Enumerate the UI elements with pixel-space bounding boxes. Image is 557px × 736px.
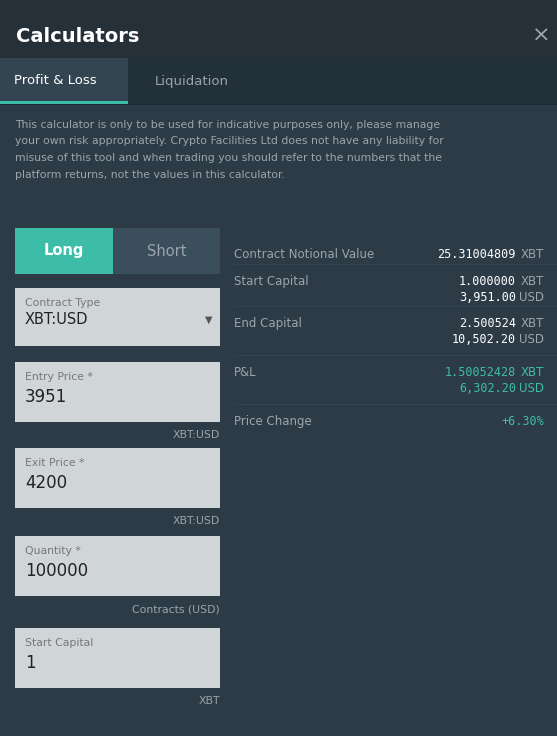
Bar xyxy=(0,58,128,104)
Text: your own risk appropriately. Crypto Facilities Ltd does not have any liability f: your own risk appropriately. Crypto Faci… xyxy=(15,136,444,146)
Text: 10,502.20: 10,502.20 xyxy=(452,333,516,346)
Bar xyxy=(234,355,557,356)
Bar xyxy=(0,104,557,105)
Bar xyxy=(0,101,128,104)
Text: platform returns, not the values in this calculator.: platform returns, not the values in this… xyxy=(15,169,285,180)
Bar xyxy=(234,306,557,307)
Text: 3951: 3951 xyxy=(25,388,67,406)
Text: XBT: XBT xyxy=(198,696,220,706)
Bar xyxy=(234,264,557,265)
Text: XBT:USD: XBT:USD xyxy=(173,430,220,440)
Text: +6.30%: +6.30% xyxy=(501,415,544,428)
Text: XBT: XBT xyxy=(521,366,544,379)
Text: Start Capital: Start Capital xyxy=(25,638,93,648)
Bar xyxy=(0,58,557,104)
Text: Start Capital: Start Capital xyxy=(234,275,309,288)
Text: USD: USD xyxy=(519,333,544,346)
Text: ×: × xyxy=(532,26,550,46)
Text: 1: 1 xyxy=(25,654,36,672)
Text: XBT: XBT xyxy=(521,275,544,288)
Bar xyxy=(15,536,220,596)
Text: Liquidation: Liquidation xyxy=(155,74,229,88)
Text: 100000: 100000 xyxy=(25,562,88,580)
Text: USD: USD xyxy=(519,382,544,395)
Text: Contracts (USD): Contracts (USD) xyxy=(132,604,220,614)
Text: 6,302.20: 6,302.20 xyxy=(459,382,516,395)
Text: USD: USD xyxy=(519,291,544,304)
Bar xyxy=(15,448,220,508)
Text: Short: Short xyxy=(147,244,187,258)
Text: Profit & Loss: Profit & Loss xyxy=(14,74,96,88)
Text: Calculators: Calculators xyxy=(16,26,139,46)
Bar xyxy=(15,228,220,274)
Bar xyxy=(15,362,220,422)
Text: 25.31004809: 25.31004809 xyxy=(438,248,516,261)
Text: XBT: XBT xyxy=(521,317,544,330)
Bar xyxy=(234,404,557,405)
Text: Exit Price *: Exit Price * xyxy=(25,458,85,468)
Text: ▼: ▼ xyxy=(204,315,212,325)
Text: End Capital: End Capital xyxy=(234,317,302,330)
Text: misuse of this tool and when trading you should refer to the numbers that the: misuse of this tool and when trading you… xyxy=(15,153,442,163)
Text: XBT: XBT xyxy=(521,248,544,261)
Text: 4200: 4200 xyxy=(25,474,67,492)
Text: Long: Long xyxy=(44,244,84,258)
Text: 1.000000: 1.000000 xyxy=(459,275,516,288)
Text: 1.50052428: 1.50052428 xyxy=(444,366,516,379)
Bar xyxy=(15,628,220,688)
Text: Entry Price *: Entry Price * xyxy=(25,372,93,382)
Bar xyxy=(0,0,557,58)
Text: XBT:USD: XBT:USD xyxy=(173,516,220,526)
Text: Price Change: Price Change xyxy=(234,415,312,428)
Text: Contract Type: Contract Type xyxy=(25,298,100,308)
Text: 3,951.00: 3,951.00 xyxy=(459,291,516,304)
Text: XBT:USD: XBT:USD xyxy=(25,312,89,327)
Text: 2.500524: 2.500524 xyxy=(459,317,516,330)
Text: P&L: P&L xyxy=(234,366,257,379)
Text: Quantity *: Quantity * xyxy=(25,546,81,556)
Bar xyxy=(15,228,113,274)
Text: Contract Notional Value: Contract Notional Value xyxy=(234,248,374,261)
Bar xyxy=(15,288,220,346)
Bar xyxy=(113,228,220,274)
Text: This calculator is only to be used for indicative purposes only, please manage: This calculator is only to be used for i… xyxy=(15,120,440,130)
